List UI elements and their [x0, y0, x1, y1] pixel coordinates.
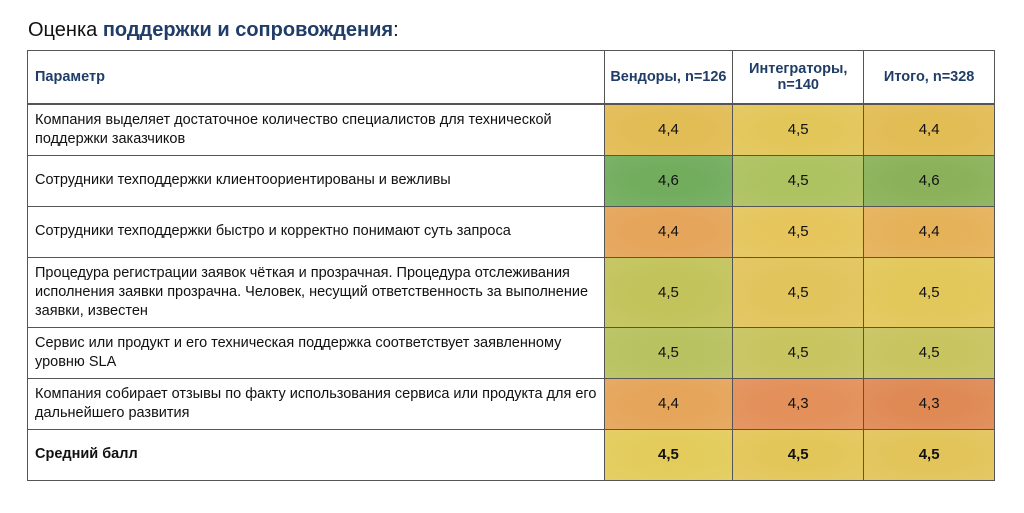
- table-row: Компания выделяет достаточное количество…: [27, 103, 995, 156]
- total-score-cell: 4,5: [863, 326, 995, 379]
- table-row: Сотрудники техподдержки клиентоориентиро…: [27, 154, 995, 207]
- table-row: Сервис или продукт и его техническая под…: [27, 326, 995, 379]
- vendors-score-cell: 4,4: [603, 103, 734, 156]
- vendors-score-cell: 4,4: [603, 377, 734, 430]
- ratings-table: Параметр Вендоры, n=126 Интеграторы, n=1…: [27, 50, 995, 481]
- header-parameter: Параметр: [27, 50, 605, 105]
- vendors-score-cell: 4,5: [603, 256, 734, 328]
- vendors-score-cell: 4,5: [603, 428, 734, 481]
- integrators-score-cell: 4,5: [732, 154, 865, 207]
- table-row: Процедура регистрации заявок чёткая и пр…: [27, 256, 995, 328]
- total-score-cell: 4,5: [863, 428, 995, 481]
- vendors-score-cell: 4,4: [603, 205, 734, 258]
- integrators-score-cell: 4,5: [732, 103, 865, 156]
- integrators-score-cell: 4,5: [732, 256, 865, 328]
- vendors-score-cell: 4,5: [603, 326, 734, 379]
- header-total: Итого, n=328: [863, 50, 995, 105]
- total-score-cell: 4,5: [863, 256, 995, 328]
- parameter-cell: Средний балл: [27, 428, 605, 481]
- parameter-cell: Процедура регистрации заявок чёткая и пр…: [27, 256, 605, 328]
- title-suffix: :: [393, 19, 399, 41]
- parameter-cell: Сервис или продукт и его техническая под…: [27, 326, 605, 379]
- parameter-cell: Компания выделяет достаточное количество…: [27, 103, 605, 156]
- table-row: Компания собирает отзывы по факту исполь…: [27, 377, 995, 430]
- title-prefix: Оценка: [28, 19, 103, 41]
- page-title: Оценка поддержки и сопровождения:: [28, 19, 399, 42]
- total-score-cell: 4,3: [863, 377, 995, 430]
- integrators-score-cell: 4,3: [732, 377, 865, 430]
- header-vendors: Вендоры, n=126: [603, 50, 734, 105]
- parameter-cell: Сотрудники техподдержки клиентоориентиро…: [27, 154, 605, 207]
- integrators-score-cell: 4,5: [732, 428, 865, 481]
- total-score-cell: 4,4: [863, 205, 995, 258]
- parameter-cell: Сотрудники техподдержки быстро и коррект…: [27, 205, 605, 258]
- integrators-score-cell: 4,5: [732, 205, 865, 258]
- integrators-score-cell: 4,5: [732, 326, 865, 379]
- table-row: Сотрудники техподдержки быстро и коррект…: [27, 205, 995, 258]
- total-score-cell: 4,6: [863, 154, 995, 207]
- average-row: Средний балл 4,5 4,5 4,5: [27, 428, 995, 481]
- total-score-cell: 4,4: [863, 103, 995, 156]
- header-row: Параметр Вендоры, n=126 Интеграторы, n=1…: [27, 50, 995, 105]
- header-integrators: Интеграторы, n=140: [732, 50, 865, 105]
- title-highlight: поддержки и сопровождения: [102, 19, 394, 41]
- parameter-cell: Компания собирает отзывы по факту исполь…: [27, 377, 605, 430]
- vendors-score-cell: 4,6: [603, 154, 734, 207]
